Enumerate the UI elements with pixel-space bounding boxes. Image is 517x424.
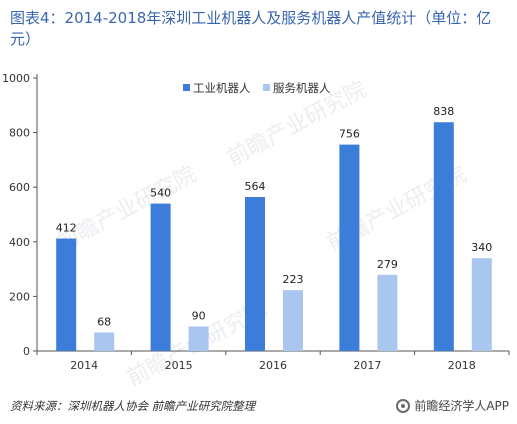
x-tick-label: 2016	[259, 359, 287, 372]
bar-service	[377, 274, 398, 351]
bar-industrial	[433, 122, 454, 351]
y-tick-label: 600	[9, 181, 30, 194]
x-tick-label: 2015	[165, 359, 193, 372]
x-tick-label: 2018	[448, 359, 476, 372]
bar-industrial	[339, 144, 360, 351]
legend-swatch	[183, 84, 190, 91]
legend-label: 工业机器人	[193, 81, 251, 95]
data-label: 412	[56, 222, 77, 235]
chart-title: 图表4：2014-2018年深圳工业机器人及服务机器人产值统计（单位：亿元）	[10, 9, 492, 48]
y-tick-label: 200	[9, 290, 30, 303]
bar-service	[188, 326, 209, 351]
brand-logo-icon	[396, 398, 411, 413]
data-label: 340	[471, 241, 492, 254]
bar-service	[283, 290, 303, 351]
data-label: 838	[433, 105, 454, 118]
data-label: 279	[377, 258, 398, 271]
data-label: 540	[150, 187, 171, 200]
y-tick-label: 1000	[2, 72, 30, 85]
bars-group: 412 540 564 756 838 68 90 223 279 340	[56, 105, 492, 351]
bar-industrial	[150, 203, 171, 351]
source-note: 资料来源：深圳机器人协会 前瞻产业研究院整理	[10, 399, 256, 413]
y-tick-label: 400	[9, 236, 30, 249]
bar-service	[94, 332, 115, 351]
bar-service	[471, 258, 492, 351]
bar-industrial	[245, 197, 265, 351]
legend: 工业机器人 服务机器人	[183, 81, 331, 95]
y-tick-label: 800	[9, 127, 30, 140]
bar-industrial	[56, 238, 77, 351]
x-tick-label: 2017	[353, 359, 381, 372]
data-label: 756	[339, 128, 360, 141]
y-tick-label: 0	[23, 345, 30, 358]
x-tick-label: 2014	[70, 359, 98, 372]
data-label: 90	[192, 309, 206, 322]
legend-swatch	[263, 84, 270, 91]
data-label: 564	[245, 180, 266, 193]
data-label: 223	[283, 273, 304, 286]
brand-name: 前瞻经济学人APP	[414, 399, 509, 413]
axes: 0 200 400 600 800 1000 2014 2015 2016 2017 2018	[2, 72, 510, 372]
data-label: 68	[97, 315, 111, 328]
brand-credit: 前瞻经济学人APP	[396, 397, 509, 414]
legend-label: 服务机器人	[273, 81, 331, 95]
